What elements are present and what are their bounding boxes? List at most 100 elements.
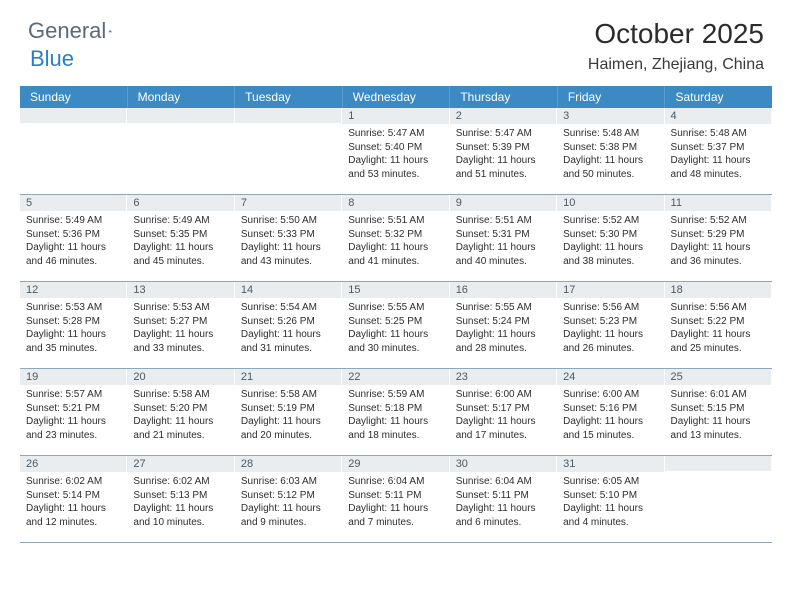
day-number: 25: [665, 369, 771, 385]
calendar-cell: 24Sunrise: 6:00 AMSunset: 5:16 PMDayligh…: [557, 369, 664, 455]
logo-subline: Blue: [30, 46, 74, 72]
daylight-text: Daylight: 11 hours and 23 minutes.: [26, 415, 120, 442]
logo-text-1: General: [28, 18, 106, 44]
calendar-week: 26Sunrise: 6:02 AMSunset: 5:14 PMDayligh…: [20, 456, 772, 543]
calendar-cell: 13Sunrise: 5:53 AMSunset: 5:27 PMDayligh…: [127, 282, 234, 368]
sunset-text: Sunset: 5:27 PM: [133, 315, 227, 329]
day-number: 1: [342, 108, 448, 124]
day-number: 7: [235, 195, 341, 211]
calendar-cell: 19Sunrise: 5:57 AMSunset: 5:21 PMDayligh…: [20, 369, 127, 455]
daylight-text: Daylight: 11 hours and 31 minutes.: [241, 328, 335, 355]
calendar-week: 19Sunrise: 5:57 AMSunset: 5:21 PMDayligh…: [20, 369, 772, 456]
sunrise-text: Sunrise: 6:01 AM: [671, 388, 765, 402]
sunset-text: Sunset: 5:11 PM: [456, 489, 550, 503]
daylight-text: Daylight: 11 hours and 20 minutes.: [241, 415, 335, 442]
day-number: 3: [557, 108, 663, 124]
sunrise-text: Sunrise: 5:52 AM: [671, 214, 765, 228]
sunset-text: Sunset: 5:18 PM: [348, 402, 442, 416]
sunrise-text: Sunrise: 5:56 AM: [671, 301, 765, 315]
sunrise-text: Sunrise: 6:04 AM: [348, 475, 442, 489]
sunrise-text: Sunrise: 5:58 AM: [241, 388, 335, 402]
sunrise-text: Sunrise: 5:55 AM: [456, 301, 550, 315]
sunset-text: Sunset: 5:30 PM: [563, 228, 657, 242]
day-number: 5: [20, 195, 126, 211]
day-header-tuesday: Tuesday: [235, 86, 343, 108]
calendar-cell: 11Sunrise: 5:52 AMSunset: 5:29 PMDayligh…: [665, 195, 772, 281]
daylight-text: Daylight: 11 hours and 53 minutes.: [348, 154, 442, 181]
day-number: 30: [450, 456, 556, 472]
day-header-wednesday: Wednesday: [343, 86, 451, 108]
day-header-saturday: Saturday: [665, 86, 772, 108]
sunset-text: Sunset: 5:38 PM: [563, 141, 657, 155]
daylight-text: Daylight: 11 hours and 18 minutes.: [348, 415, 442, 442]
daylight-text: Daylight: 11 hours and 41 minutes.: [348, 241, 442, 268]
day-number: 2: [450, 108, 556, 124]
day-number: [20, 108, 126, 123]
calendar-cell: 31Sunrise: 6:05 AMSunset: 5:10 PMDayligh…: [557, 456, 664, 542]
calendar-cell: 23Sunrise: 6:00 AMSunset: 5:17 PMDayligh…: [450, 369, 557, 455]
day-header-sunday: Sunday: [20, 86, 128, 108]
calendar-week: 12Sunrise: 5:53 AMSunset: 5:28 PMDayligh…: [20, 282, 772, 369]
day-header-friday: Friday: [558, 86, 666, 108]
day-number: 4: [665, 108, 771, 124]
calendar-cell: 8Sunrise: 5:51 AMSunset: 5:32 PMDaylight…: [342, 195, 449, 281]
sunrise-text: Sunrise: 5:50 AM: [241, 214, 335, 228]
sunrise-text: Sunrise: 6:02 AM: [133, 475, 227, 489]
daylight-text: Daylight: 11 hours and 10 minutes.: [133, 502, 227, 529]
daylight-text: Daylight: 11 hours and 7 minutes.: [348, 502, 442, 529]
sunrise-text: Sunrise: 5:47 AM: [456, 127, 550, 141]
title-block: October 2025 Haimen, Zhejiang, China: [588, 18, 764, 74]
sunset-text: Sunset: 5:37 PM: [671, 141, 765, 155]
day-number: 21: [235, 369, 341, 385]
daylight-text: Daylight: 11 hours and 46 minutes.: [26, 241, 120, 268]
day-number: 10: [557, 195, 663, 211]
calendar-cell: 7Sunrise: 5:50 AMSunset: 5:33 PMDaylight…: [235, 195, 342, 281]
day-number: 16: [450, 282, 556, 298]
sunset-text: Sunset: 5:21 PM: [26, 402, 120, 416]
daylight-text: Daylight: 11 hours and 30 minutes.: [348, 328, 442, 355]
header: General October 2025 Haimen, Zhejiang, C…: [0, 0, 792, 78]
daylight-text: Daylight: 11 hours and 35 minutes.: [26, 328, 120, 355]
calendar-header-row: Sunday Monday Tuesday Wednesday Thursday…: [20, 86, 772, 108]
sunrise-text: Sunrise: 6:00 AM: [563, 388, 657, 402]
day-number: 8: [342, 195, 448, 211]
calendar-cell: 5Sunrise: 5:49 AMSunset: 5:36 PMDaylight…: [20, 195, 127, 281]
calendar-cell: 1 Sunrise: 5:47 AMSunset: 5:40 PMDaylight…: [342, 108, 449, 194]
sunrise-text: Sunrise: 5:52 AM: [563, 214, 657, 228]
sunset-text: Sunset: 5:10 PM: [563, 489, 657, 503]
calendar-cell: 30Sunrise: 6:04 AMSunset: 5:11 PMDayligh…: [450, 456, 557, 542]
calendar-cell: 27Sunrise: 6:02 AMSunset: 5:13 PMDayligh…: [127, 456, 234, 542]
calendar-cell: 25Sunrise: 6:01 AMSunset: 5:15 PMDayligh…: [665, 369, 772, 455]
daylight-text: Daylight: 11 hours and 45 minutes.: [133, 241, 227, 268]
calendar-cell: 2Sunrise: 5:47 AMSunset: 5:39 PMDaylight…: [450, 108, 557, 194]
day-number: 31: [557, 456, 663, 472]
calendar-week: 5Sunrise: 5:49 AMSunset: 5:36 PMDaylight…: [20, 195, 772, 282]
daylight-text: Daylight: 11 hours and 36 minutes.: [671, 241, 765, 268]
calendar-cell: 10Sunrise: 5:52 AMSunset: 5:30 PMDayligh…: [557, 195, 664, 281]
calendar-cell: 29Sunrise: 6:04 AMSunset: 5:11 PMDayligh…: [342, 456, 449, 542]
sunrise-text: Sunrise: 5:53 AM: [133, 301, 227, 315]
daylight-text: Daylight: 11 hours and 17 minutes.: [456, 415, 550, 442]
calendar-cell: [235, 108, 342, 194]
sunrise-text: Sunrise: 5:58 AM: [133, 388, 227, 402]
day-number: 13: [127, 282, 233, 298]
daylight-text: Daylight: 11 hours and 9 minutes.: [241, 502, 335, 529]
daylight-text: Daylight: 11 hours and 15 minutes.: [563, 415, 657, 442]
day-number: 20: [127, 369, 233, 385]
calendar-cell: 26Sunrise: 6:02 AMSunset: 5:14 PMDayligh…: [20, 456, 127, 542]
sunset-text: Sunset: 5:40 PM: [348, 141, 442, 155]
calendar-cell: 22Sunrise: 5:59 AMSunset: 5:18 PMDayligh…: [342, 369, 449, 455]
sunset-text: Sunset: 5:22 PM: [671, 315, 765, 329]
daylight-text: Daylight: 11 hours and 48 minutes.: [671, 154, 765, 181]
sunrise-text: Sunrise: 5:51 AM: [456, 214, 550, 228]
sunset-text: Sunset: 5:15 PM: [671, 402, 765, 416]
day-header-thursday: Thursday: [450, 86, 558, 108]
logo: General: [28, 18, 134, 44]
sunrise-text: Sunrise: 6:02 AM: [26, 475, 120, 489]
sunset-text: Sunset: 5:29 PM: [671, 228, 765, 242]
day-number: 28: [235, 456, 341, 472]
calendar-body: 1Sunrise: 5:47 AMSunset: 5:40 PMDaylight…: [20, 108, 772, 543]
sunrise-text: Sunrise: 5:47 AM: [348, 127, 442, 141]
day-number: 15: [342, 282, 448, 298]
logo-text-2: Blue: [30, 46, 74, 71]
